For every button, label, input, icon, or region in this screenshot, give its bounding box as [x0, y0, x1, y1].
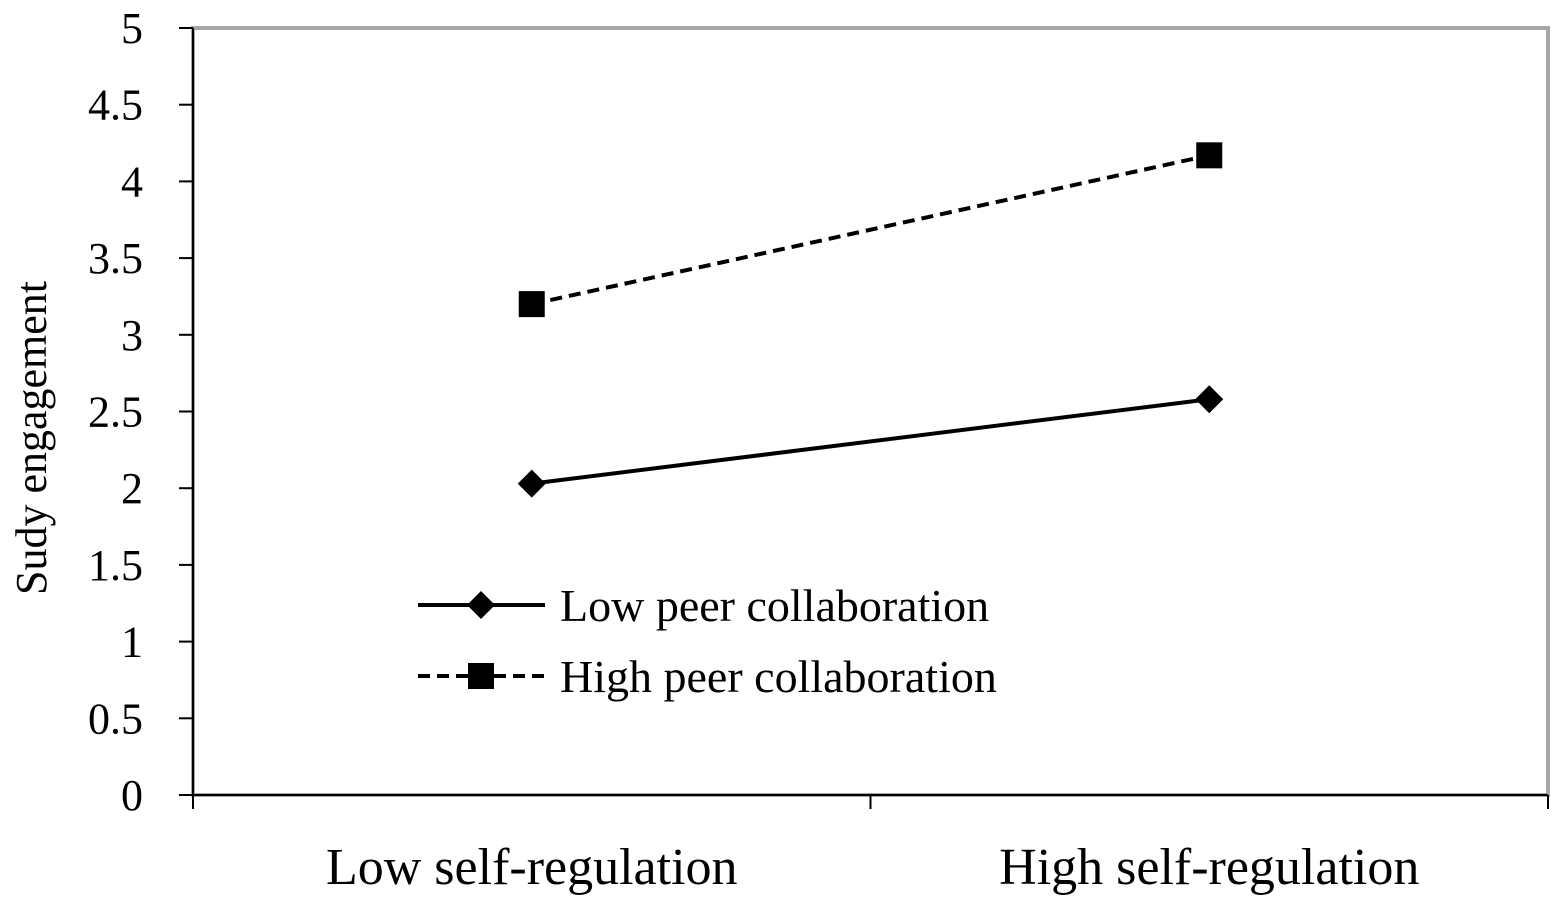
x-category-label: Low self-regulation [326, 839, 738, 896]
y-axis-ticks: 0 0.5 1 1.5 2 2.5 3 3.5 4 4.5 5 [88, 4, 193, 820]
y-tick-label: 2.5 [88, 388, 143, 437]
series-line-1 [531, 397, 1210, 486]
data-point-square [518, 291, 545, 318]
legend-label: High peer collaboration [560, 651, 997, 702]
data-point-diamond [517, 469, 546, 498]
data-point-diamond [1195, 385, 1224, 414]
y-tick-label: 4 [121, 157, 143, 206]
series-group [517, 142, 1224, 498]
x-category-label: High self-regulation [999, 839, 1419, 896]
legend-marker-square [468, 663, 494, 689]
y-tick-label: 3 [121, 311, 143, 360]
y-axis-title: Sudy engagement [7, 281, 56, 595]
y-tick-label: 5 [121, 4, 143, 53]
y-tick-label: 1 [121, 618, 143, 667]
y-tick-label: 0 [121, 771, 143, 820]
data-point-square [1196, 142, 1223, 169]
y-tick-label: 4.5 [88, 81, 143, 130]
series-line-2 [531, 153, 1210, 307]
y-tick-label: 1.5 [88, 541, 143, 590]
y-tick-label: 2 [121, 464, 143, 513]
legend-label: Low peer collaboration [560, 580, 989, 631]
y-tick-label: 0.5 [88, 694, 143, 743]
x-axis-ticks: Low self-regulation High self-regulation [192, 795, 1549, 896]
y-tick-label: 3.5 [88, 234, 143, 283]
legend: Low peer collaboration High peer collabor… [418, 580, 997, 702]
legend-marker-diamond [467, 591, 495, 619]
